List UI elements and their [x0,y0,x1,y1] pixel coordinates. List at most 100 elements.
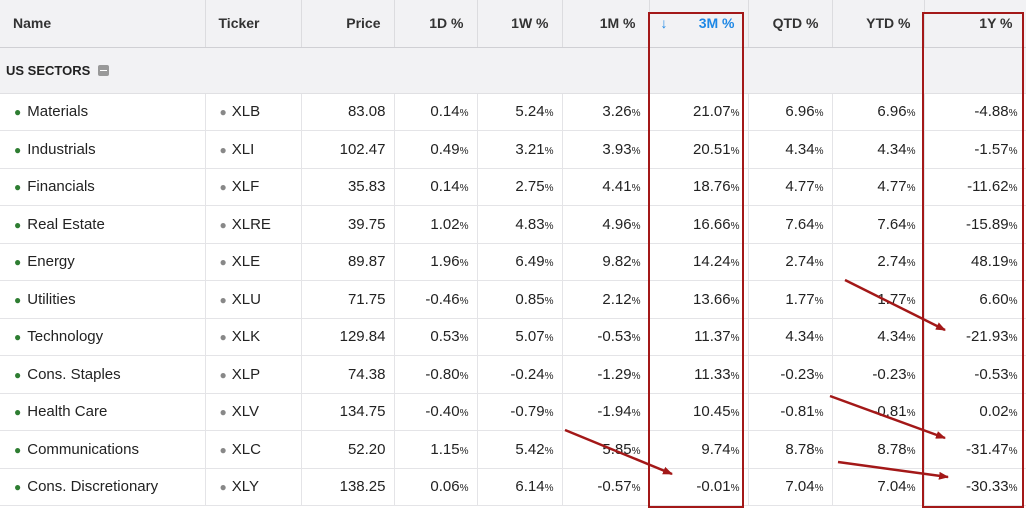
ticker-symbol[interactable]: XLB [231,103,261,121]
cell-ticker[interactable]: ● XLRE [205,205,302,244]
pct-suffix: % [631,183,641,195]
table-row[interactable]: ● Health Care ● XLV 134.75 -0.40% -0.79% -1.94%… [0,393,1026,431]
pct-suffix: % [814,408,824,420]
pct-value: 16.66 [693,215,731,233]
collapse-minus-icon[interactable] [98,64,110,76]
cell-ticker[interactable]: ● XLP [205,355,302,394]
cell-ticker[interactable]: ● XLY [205,468,302,506]
cell-ticker[interactable]: ● XLC [205,430,302,469]
cell-name[interactable]: ● Materials [0,93,206,131]
pct-value: 1.02 [430,215,460,233]
sector-name[interactable]: Real Estate [27,215,105,233]
col-header-3m[interactable]: ↓ 3M % [649,0,749,48]
col-header-1m[interactable]: 1M % [562,0,650,48]
pct-suffix: % [459,183,469,195]
sector-name[interactable]: Cons. Staples [27,365,121,383]
table-row[interactable]: ● Industrials ● XLI 102.47 0.49% 3.21% 3.93% 20.… [0,130,1026,169]
ticker-symbol[interactable]: XLK [231,328,261,346]
pct-value: 0.14 [430,103,460,121]
cell-ticker[interactable]: ● XLV [205,393,302,431]
ticker-symbol[interactable]: XLU [231,290,261,308]
cell-name[interactable]: ● Health Care [0,393,206,431]
sector-name[interactable]: Financials [27,178,95,196]
cell-ytd: -0.81% [832,393,925,431]
table-row[interactable]: ● Energy ● XLE 89.87 1.96% 6.49% 9.82% 14.24% 2.7… [0,243,1026,281]
col-header-qtd[interactable]: QTD % [748,0,833,48]
pct-value: 6.60 [979,290,1009,308]
sector-name[interactable]: Industrials [27,140,96,158]
cell-ytd: 6.96% [832,93,925,131]
ticker-symbol[interactable]: XLV [231,403,259,421]
cell-qtd: 7.64% [748,205,833,244]
cell-w1: 3.21% [477,130,563,169]
cell-ticker[interactable]: ● XLF [205,168,302,206]
col-header-1d[interactable]: 1D % [394,0,478,48]
pct-value: 1.96 [430,253,460,271]
ticker-symbol[interactable]: XLE [231,253,261,271]
cell-name[interactable]: ● Communications [0,430,206,469]
bullet-dot-icon: ● [14,180,22,195]
sector-name[interactable]: Materials [27,103,89,121]
col-header-name[interactable]: Name [0,0,206,48]
cell-m1: 9.82% [562,243,650,281]
table-row[interactable]: ● Utilities ● XLU 71.75 -0.46% 0.85% 2.12% 13.66… [0,280,1026,319]
ticker-symbol[interactable]: XLC [231,440,261,458]
table-row[interactable]: ● Materials ● XLB 83.08 0.14% 5.24% 3.26% 21.07%… [0,93,1026,131]
table-row[interactable]: ● Financials ● XLF 35.83 0.14% 2.75% 4.41% 18.76… [0,168,1026,206]
ticker-symbol[interactable]: XLY [231,478,259,496]
pct-suffix: % [631,333,641,345]
cell-name[interactable]: ● Cons. Staples [0,355,206,394]
table-row[interactable]: ● Real Estate ● XLRE 39.75 1.02% 4.83% 4.96% 16.… [0,205,1026,244]
col-header-ytd[interactable]: YTD % [832,0,925,48]
pct-suffix: % [906,220,916,232]
sector-name[interactable]: Energy [27,253,75,271]
cell-name[interactable]: ● Technology [0,318,206,356]
cell-m3: 10.45% [649,393,749,431]
pct-suffix: % [1008,408,1018,420]
table-row[interactable]: ● Communications ● XLC 52.20 1.15% 5.42% 5.85% 9… [0,430,1026,469]
ticker-symbol[interactable]: XLI [231,140,255,158]
col-header-1y[interactable]: 1Y % [924,0,1026,48]
table-row[interactable]: ● Cons. Staples ● XLP 74.38 -0.80% -0.24% -1.29… [0,355,1026,394]
cell-qtd: 6.96% [748,93,833,131]
ticker-symbol[interactable]: XLF [231,178,260,196]
col-header-1w[interactable]: 1W % [477,0,563,48]
ticker-symbol[interactable]: XLP [231,365,261,383]
sector-name[interactable]: Communications [27,440,139,458]
ticker-symbol[interactable]: XLRE [231,215,271,233]
pct-suffix: % [730,333,740,345]
cell-d1: 0.53% [394,318,478,356]
cell-ticker[interactable]: ● XLB [205,93,302,131]
bullet-dot-icon: ● [219,442,227,457]
cell-ytd: 7.04% [832,468,925,506]
col-header-price[interactable]: Price [301,0,395,48]
table-row[interactable]: ● Cons. Discretionary ● XLY 138.25 0.06% 6.14%… [0,468,1026,506]
sector-name[interactable]: Utilities [27,290,76,308]
sector-name[interactable]: Technology [27,328,104,346]
cell-name[interactable]: ● Cons. Discretionary [0,468,206,506]
bullet-dot-icon: ● [219,330,227,345]
pct-suffix: % [1008,370,1018,382]
cell-ytd: 2.74% [832,243,925,281]
sector-name[interactable]: Cons. Discretionary [27,478,159,496]
pct-value: 10.45 [693,403,731,421]
cell-name[interactable]: ● Utilities [0,280,206,319]
cell-name[interactable]: ● Energy [0,243,206,281]
cell-ticker[interactable]: ● XLE [205,243,302,281]
sort-down-arrow-icon[interactable]: ↓ [660,15,668,32]
cell-qtd: 2.74% [748,243,833,281]
pct-value: 5.24 [515,103,545,121]
col-header-ticker[interactable]: Ticker [205,0,302,48]
cell-name[interactable]: ● Real Estate [0,205,206,244]
cell-w1: 6.14% [477,468,563,506]
sector-name[interactable]: Health Care [27,403,108,421]
cell-ticker[interactable]: ● XLI [205,130,302,169]
cell-ticker[interactable]: ● XLU [205,280,302,319]
cell-price: 129.84 [301,318,395,356]
cell-name[interactable]: ● Industrials [0,130,206,169]
cell-name[interactable]: ● Financials [0,168,206,206]
pct-suffix: % [906,145,916,157]
cell-ticker[interactable]: ● XLK [205,318,302,356]
pct-suffix: % [814,295,824,307]
table-row[interactable]: ● Technology ● XLK 129.84 0.53% 5.07% -0.53% 11.… [0,318,1026,356]
